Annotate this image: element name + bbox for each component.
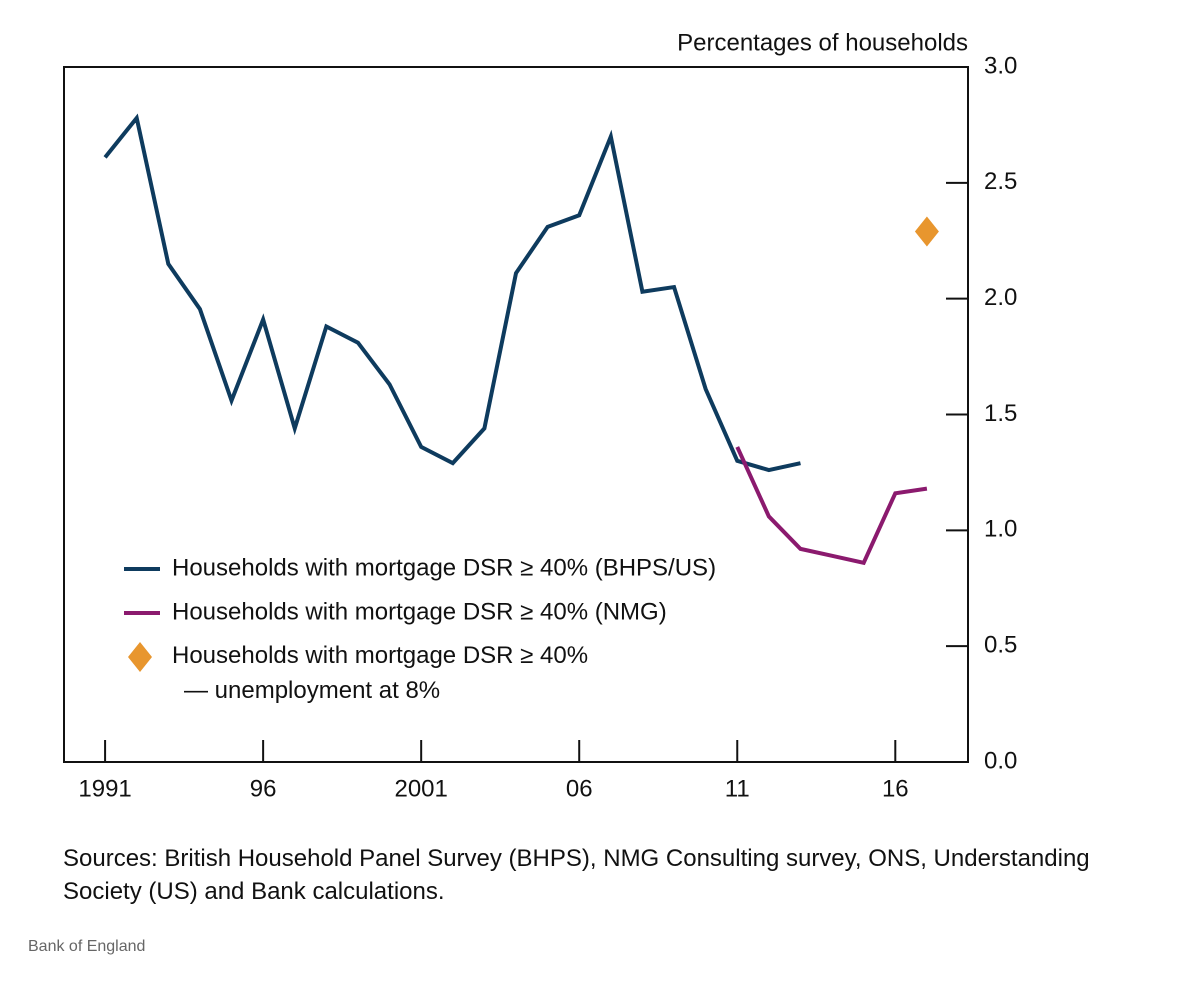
series-line: [103, 113, 801, 473]
legend-label: Households with mortgage DSR ≥ 40% (NMG): [172, 598, 667, 625]
y-tick-label: 3.0: [984, 52, 1017, 79]
legend-label: Households with mortgage DSR ≥ 40% (BHPS…: [172, 554, 716, 581]
x-tick-label: 1991: [78, 775, 131, 802]
chart-title: Percentages of households: [677, 29, 968, 56]
y-tick-label: 2.0: [984, 284, 1017, 311]
chart: Percentages of households 0.0 0.5 1.0 1.5 2.…: [63, 29, 1017, 802]
source-note: Sources: British Household Panel Survey …: [63, 845, 1090, 905]
series-line: [735, 446, 928, 566]
x-tick-label: 96: [250, 775, 277, 802]
legend-label: Households with mortgage DSR ≥ 40% — unem…: [172, 642, 588, 704]
y-tick-label: 0.5: [984, 632, 1017, 659]
footer: Bank of England: [28, 938, 146, 955]
y-tick-label: 1.5: [984, 400, 1017, 427]
x-tick-label: 06: [566, 775, 593, 802]
x-tick-label: 16: [882, 775, 909, 802]
y-tick-label: 1.0: [984, 516, 1017, 543]
point-marker: [914, 216, 939, 247]
legend-marker: [128, 642, 152, 672]
y-tick-label: 0.0: [984, 747, 1017, 774]
x-tick-label: 11: [725, 775, 750, 802]
x-tick-label: 2001: [394, 775, 447, 802]
y-tick-label: 2.5: [984, 168, 1017, 195]
